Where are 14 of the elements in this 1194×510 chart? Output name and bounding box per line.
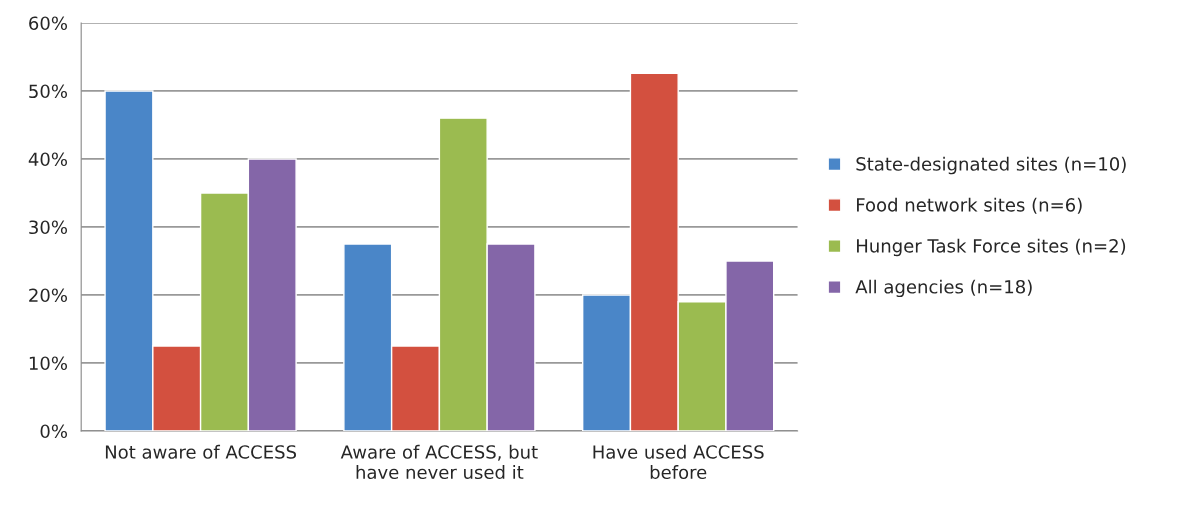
- x-tick-label: Have used ACCESS before: [593, 444, 764, 480]
- y-tick-label: 30%: [29, 220, 67, 235]
- legend-label: All agencies (n=18): [855, 279, 1032, 298]
- legend-label: Food network sites (n=6): [857, 197, 1082, 214]
- x-tick-label: Aware of ACCESS, but have never used it: [340, 444, 538, 480]
- y-tick-label: 0%: [40, 424, 67, 439]
- y-tick-label: 50%: [29, 84, 67, 99]
- y-tick-label: 40%: [28, 152, 67, 167]
- y-tick-label: 60%: [29, 16, 67, 31]
- legend-label: Hunger Task Force sites (n=2): [857, 238, 1126, 257]
- y-tick-label: 20%: [29, 288, 67, 303]
- x-tick-label: Not aware of ACCESS: [105, 444, 297, 459]
- legend-label: State-designated sites (n=10): [856, 156, 1126, 175]
- y-tick-label: 10%: [29, 356, 67, 371]
